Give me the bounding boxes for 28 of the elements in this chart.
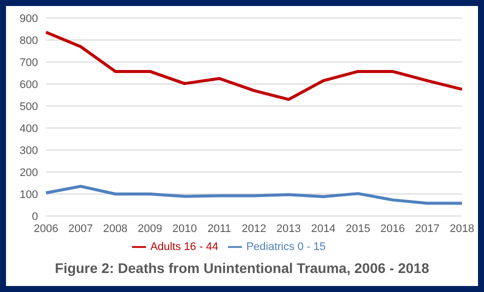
x-tick-label: 2006	[34, 222, 58, 235]
y-tick-label: 500	[20, 100, 38, 113]
x-tick-label: 2009	[138, 222, 162, 235]
x-tick-label: 2015	[346, 222, 370, 235]
line-series	[44, 30, 464, 101]
x-tick-label: 2012	[242, 222, 266, 235]
y-tick-label: 600	[20, 78, 38, 91]
y-tick-label: 700	[20, 56, 38, 69]
x-tick-label: 2013	[276, 222, 301, 235]
x-tick-label: 2011	[208, 222, 232, 235]
y-tick-label: 200	[20, 166, 38, 179]
x-tick-label: 2014	[311, 222, 336, 235]
x-tick-label: 2010	[172, 222, 197, 235]
legend-label: Adults 16 - 44	[150, 240, 218, 253]
legend-label: Pediatrics 0 - 15	[246, 240, 326, 253]
x-tick-label: 2007	[68, 222, 93, 235]
text: Figure 2: Deaths from Unintentional Trauma, 2006 - 2018	[54, 260, 430, 276]
x-tick-label: 2008	[103, 222, 128, 235]
y-tick-label: 800	[20, 34, 38, 47]
y-tick-label: 300	[20, 144, 38, 157]
y-tick-label: 400	[20, 122, 38, 135]
x-tick-label: 2016	[380, 222, 405, 235]
y-tick-label: 900	[20, 12, 38, 25]
line-series	[44, 184, 464, 205]
x-tick-label: 2017	[415, 222, 440, 235]
x-tick-label: 2018	[450, 222, 474, 235]
y-tick-label: 100	[20, 188, 38, 201]
y-tick-label: 0	[32, 210, 38, 223]
